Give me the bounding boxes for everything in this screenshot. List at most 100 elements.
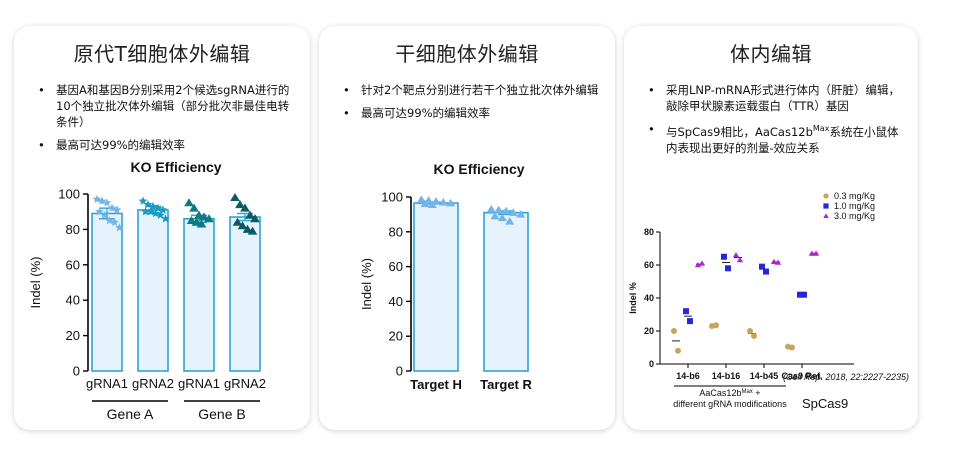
- data-point-square: [687, 318, 693, 325]
- reference-citation: (Cell Rep. 2018, 22:2227-2235): [783, 372, 909, 382]
- y-tick-label: 20: [66, 328, 80, 343]
- group-label: Gene B: [198, 406, 245, 422]
- y-tick-label: 80: [389, 224, 403, 239]
- data-point-triangle: [486, 204, 496, 213]
- data-point-triangle: [250, 214, 260, 223]
- data-point-triangle: [184, 198, 194, 207]
- data-point-triangle: [427, 200, 437, 209]
- data-point-square: [721, 253, 727, 260]
- data-point-triangle: [516, 210, 526, 218]
- data-point-triangle: [196, 219, 207, 228]
- y-tick-label: 20: [644, 326, 654, 336]
- data-point-triangle: [424, 196, 434, 204]
- data-point-square: [683, 308, 689, 315]
- data-point-star: [95, 207, 104, 216]
- data-point-triangle: [736, 257, 744, 263]
- data-point-triangle: [490, 211, 500, 220]
- data-point-triangle: [199, 212, 209, 221]
- data-point-circle: [823, 193, 829, 199]
- y-tick-label: 0: [73, 364, 80, 379]
- bar: [483, 211, 529, 372]
- card-title: 原代T细胞体外编辑: [73, 42, 251, 66]
- data-point-star: [156, 210, 165, 219]
- y-tick-label: 80: [644, 227, 654, 237]
- y-tick-label: 40: [389, 294, 403, 309]
- indel-dose-response-chart: Indel % 0 20 40 60 80 14-b6 14-b16 14-b45 Cas9 Re…: [628, 191, 909, 411]
- bullet-item: 针对2个靶点分别进行若干个独立批次体外编辑: [341, 82, 603, 98]
- data-point-circle: [747, 328, 753, 334]
- y-tick-label: 60: [644, 260, 654, 270]
- data-point-square: [759, 263, 765, 270]
- x-tick-label: 14-b45: [750, 371, 779, 381]
- card-title: 体内编辑: [730, 42, 812, 66]
- legend-entry: 0.3 mg/Kg: [834, 191, 875, 201]
- group-label: AaCas12bMax +: [699, 388, 760, 398]
- bullet-text: 系统在小鼠体内表现出更好的剂量-效应关系: [666, 124, 899, 155]
- bullet-item: 采用LNP-mRNA形式进行体内（肝脏）编辑，敲除甲状腺素运载蛋白（TTR）基因: [646, 82, 906, 114]
- data-point-square: [823, 203, 829, 209]
- group-label-line2: different gRNA modifications: [673, 399, 787, 409]
- data-point-triangle: [808, 250, 816, 256]
- data-point-triangle: [194, 210, 204, 219]
- bullet-text: 与SpCas9相比，AaCas12b: [666, 124, 813, 139]
- x-tick-label: 14-b6: [676, 371, 700, 381]
- data-point-triangle: [186, 215, 197, 224]
- data-point-triangle: [189, 203, 199, 212]
- bullet-sup: Max: [812, 124, 830, 133]
- x-tick-label: gRNA2: [132, 376, 174, 391]
- card-title: 干细胞体外编辑: [395, 42, 539, 66]
- data-point-square: [725, 265, 731, 272]
- data-point-square: [763, 268, 769, 275]
- data-point-triangle: [431, 197, 441, 205]
- x-tick-label: Target H: [410, 377, 462, 392]
- bar: [183, 217, 215, 372]
- y-axis-label: Indel (%): [28, 256, 43, 308]
- data-point-star: [100, 210, 109, 219]
- data-point-triangle: [232, 217, 243, 226]
- data-point-triangle: [240, 203, 250, 212]
- chart-title: KO Efficiency: [130, 159, 221, 175]
- y-tick-label: 60: [389, 259, 403, 274]
- y-tick-label: 80: [66, 222, 80, 237]
- card-in-vivo: 体内编辑 采用LNP-mRNA形式进行体内（肝脏）编辑，敲除甲状腺素运载蛋白（T…: [624, 26, 918, 430]
- x-tick-label: 14-b16: [712, 371, 741, 381]
- data-point-triangle: [245, 210, 255, 219]
- y-tick-label: 100: [381, 190, 403, 205]
- data-point-triangle: [438, 197, 448, 206]
- data-point-triangle: [508, 208, 518, 216]
- data-point-circle: [675, 347, 681, 354]
- data-point-triangle: [230, 192, 240, 201]
- x-tick-label: Target R: [480, 377, 532, 392]
- data-point-square: [797, 291, 803, 298]
- data-point-circle: [789, 344, 795, 351]
- y-axis-label: Indel (%): [359, 258, 374, 310]
- data-point-star: [138, 196, 148, 205]
- data-point-triangle: [420, 199, 430, 208]
- data-point-circle: [713, 322, 719, 329]
- bullet-item: 最高可达99%的编辑效率: [36, 137, 298, 153]
- data-point-square: [801, 291, 807, 298]
- group-label: Gene A: [107, 406, 154, 422]
- data-point-triangle: [446, 198, 456, 207]
- y-tick-label: 40: [644, 293, 654, 303]
- x-tick-label: gRNA1: [86, 376, 128, 391]
- data-point-triangle: [823, 213, 829, 218]
- data-point-star: [161, 214, 170, 223]
- y-tick-label: 0: [396, 364, 403, 379]
- bar: [137, 209, 169, 372]
- data-point-circle: [751, 332, 757, 339]
- card-primary-t-cell: 原代T细胞体外编辑 基因A和基因B分别采用2个候选sgRNA进行的10个独立批次…: [14, 26, 310, 430]
- ko-efficiency-chart-stem-cell: KO Efficiency Indel (%) 0 20 40 60 80 100 Target…: [359, 161, 532, 392]
- data-point-triangle: [247, 226, 258, 235]
- data-point-triangle: [694, 262, 702, 268]
- bullet-item: 基因A和基因B分别采用2个候选sgRNA进行的10个独立批次体外编辑（部分批次非…: [36, 82, 298, 130]
- x-tick-label: Cas9 Ref.: [781, 371, 822, 381]
- data-point-triangle: [812, 250, 820, 256]
- y-tick-label: 100: [58, 187, 80, 202]
- data-point-triangle: [416, 195, 426, 203]
- data-point-triangle: [770, 258, 778, 264]
- ko-efficiency-chart-t-cell: KO Efficiency Indel (%) 0 20 40 60 80 100 gRNA1 g…: [28, 159, 266, 422]
- spcas9-label: SpCas9: [802, 396, 848, 411]
- card-stem-cell: 干细胞体外编辑 针对2个靶点分别进行若干个独立批次体外编辑 最高可达99%的编辑…: [319, 26, 615, 430]
- y-tick-label: 20: [389, 329, 403, 344]
